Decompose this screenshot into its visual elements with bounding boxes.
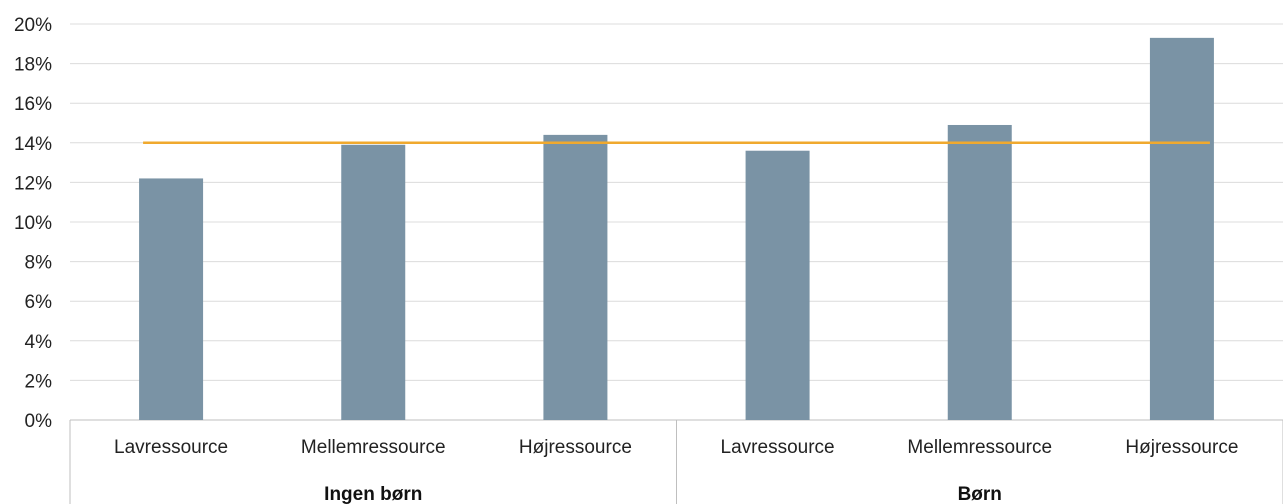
y-axis: 0% 2% 4% 6% 8% 10% 12% 14% 16% 18% 20% <box>14 15 52 432</box>
y-tick-label: 4% <box>25 332 53 353</box>
group-label: Børn <box>958 484 1002 504</box>
bar <box>745 150 810 420</box>
group-label: Ingen børn <box>324 484 422 504</box>
y-tick-label: 12% <box>14 173 52 194</box>
y-tick-label: 18% <box>14 55 52 76</box>
y-tick-label: 0% <box>25 411 53 432</box>
bars <box>139 37 1214 421</box>
y-tick-label: 16% <box>14 94 52 115</box>
y-tick-label: 20% <box>14 15 52 36</box>
y-tick-label: 14% <box>14 134 52 155</box>
bar <box>341 144 406 420</box>
bar <box>947 124 1012 420</box>
x-tick-label: Mellemressource <box>907 437 1052 458</box>
x-tick-label: Højressource <box>1125 437 1238 458</box>
x-tick-label: Mellemressource <box>301 437 446 458</box>
bar <box>139 178 204 420</box>
y-tick-label: 10% <box>14 213 52 234</box>
x-tick-label: Højressource <box>519 437 632 458</box>
x-tick-label: Lavressource <box>114 437 228 458</box>
bar <box>543 134 608 420</box>
x-tick-label: Lavressource <box>721 437 835 458</box>
bar <box>1149 37 1214 421</box>
x-axis: Lavressource Mellemressource Højressource L… <box>69 420 1283 504</box>
y-tick-label: 6% <box>25 292 53 313</box>
y-tick-label: 8% <box>25 253 53 274</box>
gridlines <box>70 23 1283 421</box>
y-tick-label: 2% <box>25 371 53 392</box>
